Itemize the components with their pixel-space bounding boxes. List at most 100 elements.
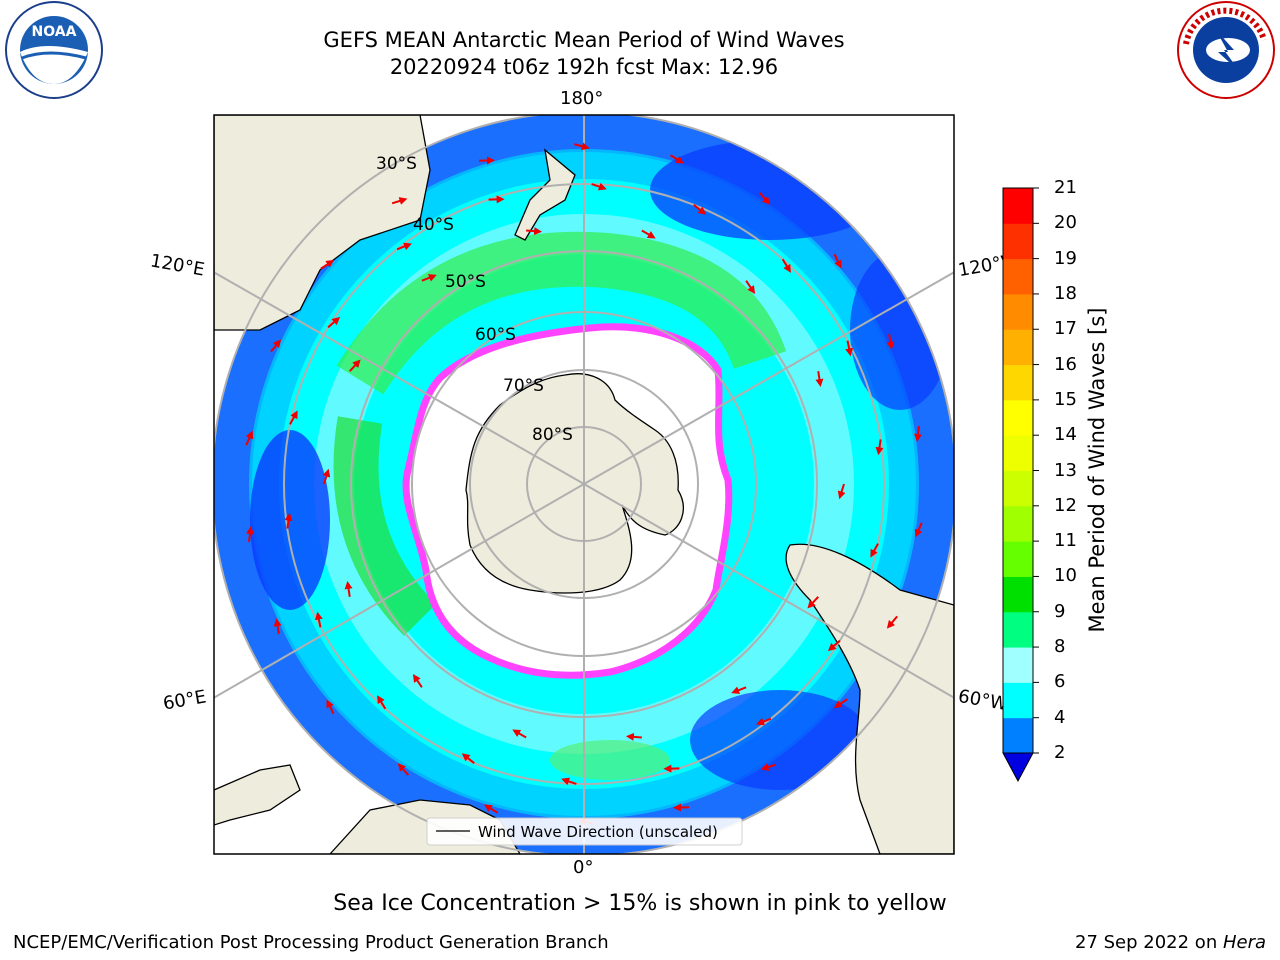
- lat-label: 50°S: [445, 272, 486, 292]
- colorbar-tick-label: 16: [1054, 353, 1077, 375]
- wind-arrow: [625, 732, 642, 741]
- colorbar-under-arrow: [1002, 752, 1034, 783]
- wind-arrow: [875, 439, 884, 456]
- wind-arrow: [377, 695, 387, 710]
- colorbar-tick-label: 14: [1054, 424, 1077, 446]
- colorbar-segment: [1003, 188, 1033, 224]
- footer-host: Hera: [1222, 932, 1266, 953]
- colorbar-tick-label: 20: [1054, 212, 1077, 234]
- colorbar-segment: [1003, 611, 1033, 648]
- wind-arrow: [326, 699, 335, 715]
- south-america: [785, 543, 954, 854]
- wind-arrow: [833, 253, 842, 269]
- chart-subtitle: 20220924 t06z 192h fcst Max: 12.96: [389, 55, 779, 79]
- map-frame: [213, 114, 955, 855]
- wind-arrow: [349, 359, 361, 372]
- noaa-logo-text: NOAA: [32, 24, 77, 40]
- wind-arrow: [245, 430, 254, 446]
- madagascar: [214, 764, 301, 826]
- colorbar-segment: [1003, 576, 1033, 613]
- colorbar-tick-label: 18: [1054, 282, 1077, 304]
- colorbar-segment: [1003, 329, 1033, 366]
- wind-arrow: [574, 142, 590, 151]
- wind-arrow: [412, 674, 423, 688]
- wind-arrow: [641, 229, 656, 239]
- australia: [214, 115, 431, 331]
- lat-label: 80°S: [532, 425, 573, 445]
- wind-arrow: [270, 339, 282, 353]
- deep-blue-patch: [250, 430, 330, 610]
- colorbar-segment: [1003, 399, 1033, 436]
- wind-arrow: [669, 154, 685, 164]
- wind-arrow: [693, 204, 707, 215]
- wind-arrow: [845, 340, 854, 357]
- wind-arrow: [397, 763, 410, 776]
- wind-arrow: [273, 618, 282, 635]
- colorbar-tick-label: 19: [1054, 247, 1077, 269]
- colorbar-segment: [1003, 647, 1033, 683]
- wind-arrow: [758, 192, 771, 205]
- wind-arrow: [526, 227, 543, 236]
- wind-arrow: [833, 698, 848, 709]
- wind-arrow: [289, 410, 298, 425]
- wind-arrow: [837, 483, 846, 500]
- wind-arrow: [327, 316, 341, 329]
- wind-arrow: [396, 242, 412, 251]
- wind-arrows: [245, 142, 923, 826]
- colorbar-tick-label: 8: [1054, 636, 1066, 658]
- wind-arrow: [745, 280, 756, 294]
- colorbar: [1002, 187, 1039, 783]
- wind-arrow: [886, 615, 898, 629]
- wind-arrow: [512, 729, 527, 739]
- colorbar-segment: [1003, 223, 1033, 260]
- colorbar-segment: [1003, 293, 1033, 330]
- wind-arrow: [870, 543, 879, 558]
- map-legend: Wind Wave Direction (unscaled): [426, 817, 743, 846]
- colorbar-tick-label: 13: [1054, 459, 1077, 481]
- wind-arrow: [314, 611, 323, 628]
- wind-arrow: [827, 639, 841, 652]
- noaa-logo: NOAA: [5, 1, 103, 99]
- wind-arrow: [731, 686, 747, 694]
- wind-arrow: [461, 753, 475, 764]
- wind-arrow: [320, 259, 335, 270]
- colorbar-segment: [1003, 541, 1033, 577]
- colorbar-tick-label: 4: [1054, 706, 1066, 728]
- colorbar-tick-label: 9: [1054, 600, 1066, 622]
- graticule: [214, 115, 954, 854]
- lat-label: 60°S: [475, 325, 516, 345]
- lat-label: 30°S: [376, 154, 417, 174]
- wind-arrow: [322, 468, 331, 485]
- colorbar-tick-label: 10: [1054, 565, 1077, 587]
- wind-arrow: [561, 777, 577, 786]
- colorbar-segment: [1003, 682, 1033, 719]
- antarctica: [465, 373, 684, 594]
- lat-label: 40°S: [413, 215, 454, 235]
- wind-arrow: [914, 522, 923, 538]
- wind-arrow: [781, 258, 791, 273]
- colorbar-tick-label: 11: [1054, 530, 1077, 552]
- colorbar-segment: [1003, 435, 1033, 471]
- wind-arrow: [807, 596, 819, 609]
- wind-arrow: [886, 333, 895, 350]
- wind-arrow: [756, 717, 772, 726]
- colorbar-segment: [1003, 505, 1033, 542]
- lon-label-0: 0°: [573, 857, 594, 878]
- colorbar-segment: [1003, 364, 1033, 401]
- colorbar-tick-label: 12: [1054, 494, 1077, 516]
- wind-arrow: [591, 182, 607, 191]
- colorbar-tick-label: 15: [1054, 388, 1077, 410]
- colorbar-segment: [1003, 717, 1033, 754]
- colorbar-segment: [1003, 470, 1033, 507]
- colorbar-title: Mean Period of Wind Waves [s]: [1085, 307, 1109, 633]
- wind-arrow: [914, 425, 922, 442]
- colorbar-tick-label: 2: [1054, 742, 1066, 763]
- nws-logo: [1177, 1, 1275, 99]
- footer-date-text: 27 Sep 2022 on: [1075, 932, 1223, 953]
- colorbar-tick-label: 21: [1054, 177, 1077, 198]
- wind-arrow: [391, 197, 408, 205]
- footer-date: 27 Sep 2022 on Hera: [1075, 932, 1266, 953]
- lon-label-180: 180°: [560, 88, 604, 109]
- wind-arrow: [483, 804, 499, 814]
